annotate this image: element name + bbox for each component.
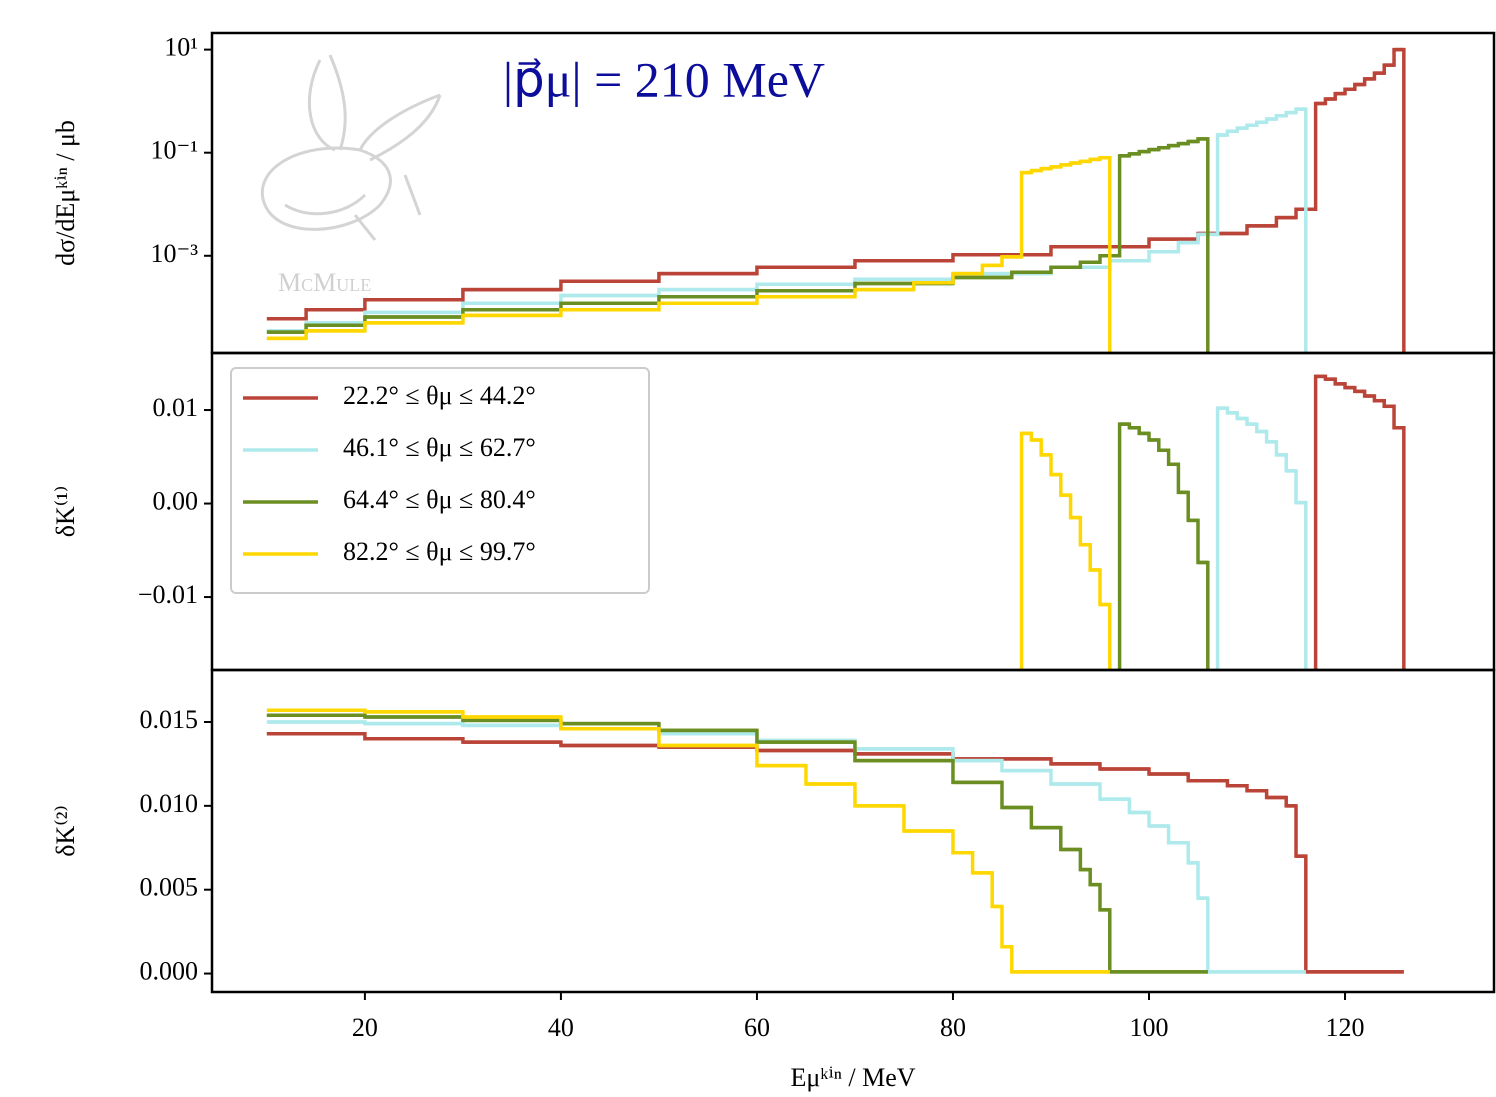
- x-tick-label: 120: [1326, 1013, 1365, 1042]
- y-tick-label: 0.010: [140, 789, 199, 818]
- y-tick-label: 0.005: [140, 873, 199, 902]
- x-tick-label: 100: [1129, 1013, 1168, 1042]
- step-line: [266, 713, 1208, 974]
- y-tick-label: 0.000: [140, 957, 199, 986]
- y-tick-label: 0.00: [153, 487, 199, 516]
- x-axis-label: Eμᵏⁱⁿ / MeV: [790, 1063, 915, 1092]
- y-axis-label: δK⁽²⁾: [51, 805, 80, 857]
- x-tick-label: 40: [548, 1013, 574, 1042]
- annotation: |p⃗μ| = 210 MeV: [503, 51, 825, 107]
- y-tick-label: 0.015: [140, 705, 199, 734]
- axes-frame: [210, 31, 1496, 355]
- legend-label: 64.4° ≤ θμ ≤ 80.4°: [343, 485, 536, 514]
- step-line: [266, 731, 1404, 974]
- legend-label: 22.2° ≤ θμ ≤ 44.2°: [343, 381, 536, 410]
- legend-box: [230, 367, 650, 594]
- step-line: [266, 708, 1110, 974]
- step-line: [1117, 422, 1210, 670]
- step-line: [1215, 406, 1308, 670]
- y-axis-label: dσ/dEμᵏⁱⁿ / μb: [51, 120, 80, 266]
- watermark: McMule: [278, 268, 371, 297]
- legend-label: 82.2° ≤ θμ ≤ 99.7°: [343, 537, 536, 566]
- y-tick-label: 0.01: [153, 393, 199, 422]
- x-tick-label: 60: [744, 1013, 770, 1042]
- plot-area: [266, 708, 1404, 974]
- y-tick-label: 10¹: [164, 33, 198, 62]
- mascot-sketch: [260, 54, 442, 241]
- x-tick-label: 80: [940, 1013, 966, 1042]
- legend-label: 46.1° ≤ θμ ≤ 62.7°: [343, 433, 536, 462]
- step-line: [1313, 374, 1406, 670]
- plot-area: [266, 47, 1406, 353]
- y-tick-label: 10⁻³: [150, 239, 198, 268]
- step-line: [1019, 431, 1112, 670]
- y-axis-label: δK⁽¹⁾: [51, 486, 80, 538]
- axes-frame: [210, 668, 1496, 994]
- plot-area: [1019, 374, 1406, 670]
- x-tick-label: 20: [352, 1013, 378, 1042]
- y-tick-label: −0.01: [138, 580, 198, 609]
- legend: 22.2° ≤ θμ ≤ 44.2° 46.1° ≤ θμ ≤ 62.7° 64.4…: [230, 367, 650, 594]
- step-line: [266, 720, 1306, 974]
- y-tick-label: 10⁻¹: [150, 136, 198, 165]
